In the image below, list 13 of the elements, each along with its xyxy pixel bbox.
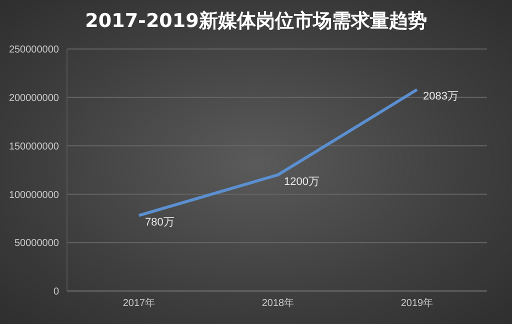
y-tick-label: 200000000 bbox=[8, 92, 60, 104]
x-tick-label: 2019年 bbox=[400, 297, 434, 310]
annotation: 2083万 bbox=[423, 90, 458, 103]
y-tick-label: 0 bbox=[53, 286, 60, 298]
x-tick-label: 2018年 bbox=[262, 297, 294, 310]
y-tick-label: 250000000 bbox=[8, 44, 60, 56]
annotation: 780万 bbox=[145, 216, 174, 228]
chart-title: 2017-2019新媒体岗位市场需求量趋势 bbox=[84, 9, 428, 34]
y-tick-label: 100000000 bbox=[8, 190, 60, 201]
annotation: 1200万 bbox=[284, 176, 320, 188]
x-tick-label: 2017年 bbox=[122, 297, 156, 310]
y-tick-label: 50000000 bbox=[14, 238, 60, 250]
y-tick-label: 150000000 bbox=[8, 141, 60, 152]
